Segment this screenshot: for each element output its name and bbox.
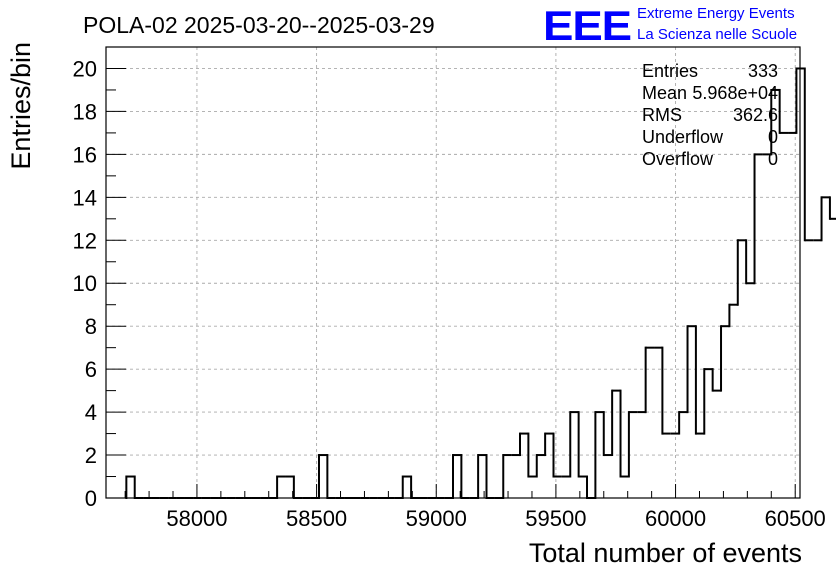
eee-logo-mark: EEE (543, 2, 631, 49)
y-tick-label: 16 (73, 142, 97, 167)
x-tick-label: 60500 (765, 506, 826, 531)
x-axis-label: Total number of events (529, 538, 802, 568)
stats-label-overflow: Overflow (642, 149, 714, 169)
y-tick-label: 18 (73, 99, 97, 124)
axis-ticks (106, 46, 796, 499)
x-tick-label: 60000 (645, 506, 706, 531)
y-tick-label: 6 (85, 357, 97, 382)
stats-label-entries: Entries (642, 61, 698, 81)
y-tick-label: 8 (85, 314, 97, 339)
x-tick-label: 58500 (286, 506, 347, 531)
y-axis-label: Entries/bin (6, 42, 36, 170)
eee-logo: EEE Extreme Energy Events La Scienza nel… (543, 2, 797, 49)
plot-frame (105, 46, 801, 499)
stats-value-rms: 362.6 (733, 105, 778, 125)
stats-label-rms: RMS (642, 105, 682, 125)
stats-label-mean: Mean (642, 83, 687, 103)
x-tick-label: 59000 (406, 506, 467, 531)
y-tick-label: 4 (85, 400, 97, 425)
x-tick-label: 59500 (525, 506, 586, 531)
tick-labels: 58000 58500 59000 59500 60000 60500 0 2 4 6 8 10 12 1… (73, 56, 826, 531)
stats-value-overflow: 0 (768, 149, 778, 169)
x-tick-label: 58000 (166, 506, 227, 531)
y-tick-label: 12 (73, 228, 97, 253)
stats-value-mean: 5.968e+04 (692, 83, 778, 103)
y-tick-label: 20 (73, 56, 97, 81)
y-tick-label: 2 (85, 443, 97, 468)
y-tick-label: 0 (85, 486, 97, 511)
y-tick-label: 14 (73, 185, 97, 210)
stats-value-underflow: 0 (768, 127, 778, 147)
stats-box: Entries 333 Mean 5.968e+04 RMS 362.6 Und… (642, 61, 778, 169)
y-tick-label: 10 (73, 271, 97, 296)
stats-label-underflow: Underflow (642, 127, 724, 147)
stats-value-entries: 333 (748, 61, 778, 81)
eee-logo-line2: La Scienza nelle Scuole (637, 26, 797, 43)
chart-title: POLA-02 2025-03-20--2025-03-29 (83, 12, 435, 38)
eee-logo-line1: Extreme Energy Events (637, 5, 795, 22)
